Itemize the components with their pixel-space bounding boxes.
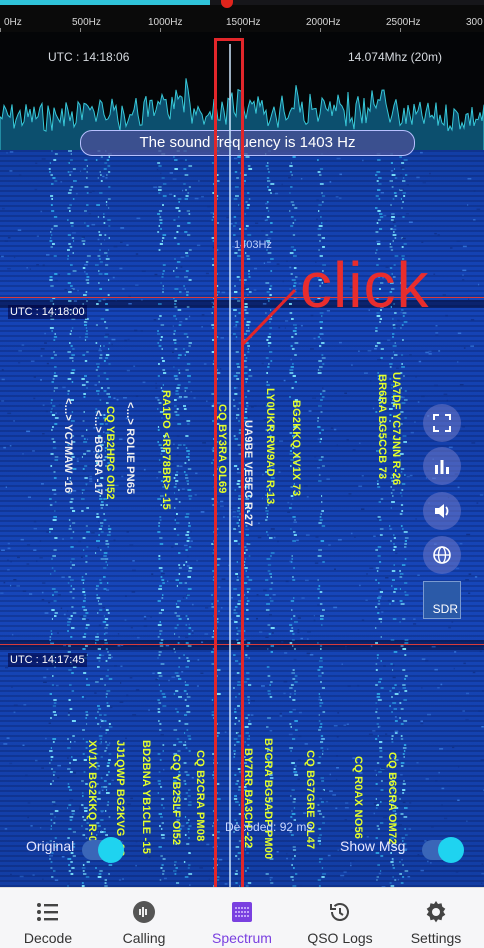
decoded-message[interactable]: RA1PO <RP78BR> -15 — [160, 390, 172, 510]
ruler-tick-label: 300 — [466, 17, 483, 28]
ruler-tick-label: 500Hz — [72, 17, 101, 28]
decoded-message[interactable]: <...> ROLIE PN65 — [124, 402, 136, 494]
bottom-navigation: Decode Calling Spectrum QSO Logs Setting… — [0, 887, 484, 948]
globe-icon[interactable] — [423, 536, 461, 574]
nav-settings[interactable]: Settings — [388, 888, 484, 948]
ruler-tick-label: 0Hz — [4, 17, 22, 28]
nav-label: Spectrum — [194, 930, 290, 946]
show-msg-toggle-label: Show Msg — [340, 838, 405, 854]
gear-icon — [423, 900, 449, 924]
nav-decode[interactable]: Decode — [0, 888, 96, 948]
history-icon — [327, 900, 353, 924]
period-utc-label: UTC : 14:17:45 — [8, 653, 87, 667]
bar-chart-icon[interactable] — [423, 447, 461, 485]
decoded-message[interactable]: CQ R0AX NO56 — [352, 756, 364, 839]
toggle-knob — [98, 837, 124, 863]
period-utc-label: UTC : 14:18:00 — [8, 305, 87, 319]
sound-frequency-banner: The sound frequency is 1403 Hz — [80, 130, 415, 156]
ruler-tick-label: 1000Hz — [148, 17, 182, 28]
calling-icon — [131, 900, 157, 924]
sdr-icon[interactable]: SDR — [423, 581, 461, 619]
frequency-offset-fill — [0, 0, 210, 5]
decoded-message[interactable]: B7CRA BG5ADP PM00 — [262, 738, 274, 859]
decoded-message[interactable]: <...> BG3RA -17 — [92, 410, 104, 495]
decoded-message[interactable]: UA7DF YC7JNN R-26 — [390, 372, 402, 485]
frequency-offset-marker[interactable] — [221, 0, 233, 8]
original-toggle[interactable] — [82, 840, 122, 860]
decoded-message[interactable]: <...> YC7MAW -16 — [62, 398, 74, 493]
ruler-tick-label: 2000Hz — [306, 17, 340, 28]
nav-spectrum[interactable]: Spectrum — [194, 888, 290, 948]
decoded-message[interactable]: BD2BNA YB1CLE -15 — [140, 740, 152, 854]
frequency-offset-bar[interactable] — [0, 0, 484, 5]
nav-label: Decode — [0, 930, 96, 946]
decoded-message[interactable]: BG2KKQ XV1X 73 — [290, 400, 302, 496]
ruler-tick-label: 1500Hz — [226, 17, 260, 28]
decoded-message[interactable]: LY0UKR RW9AD R-13 — [264, 388, 276, 504]
decoded-message[interactable]: CQ B6CRA OM72 — [386, 752, 398, 845]
fullscreen-icon[interactable] — [423, 404, 461, 442]
ruler-tick-label: 2500Hz — [386, 17, 420, 28]
nav-label: QSO Logs — [292, 930, 388, 946]
decoded-message[interactable]: CQ BG7GRE OL47 — [304, 750, 316, 849]
speaker-icon[interactable] — [423, 492, 461, 530]
spectrum-icon — [229, 900, 255, 924]
decoded-message[interactable]: CQ YB2SLF OI52 — [170, 754, 182, 845]
nav-qso-logs[interactable]: QSO Logs — [292, 888, 388, 948]
sdr-label: SDR — [433, 602, 458, 616]
decoded-message[interactable]: XV1X BG2KKQ R-08 — [86, 740, 98, 848]
spectrum-utc: UTC : 14:18:06 — [48, 50, 129, 64]
nav-calling[interactable]: Calling — [96, 888, 192, 948]
list-icon — [35, 900, 61, 924]
decoded-message[interactable]: CQ B2CRA PM08 — [194, 750, 206, 841]
decoded-message[interactable]: CQ YB2HPC OI52 — [104, 406, 116, 500]
toggle-knob — [438, 837, 464, 863]
annotation-text: click — [300, 248, 429, 322]
decoded-message[interactable]: BR6RA BG5CCB 73 — [376, 374, 388, 479]
dial-frequency: 14.074Mhz (20m) — [348, 50, 442, 64]
nav-label: Calling — [96, 930, 192, 946]
selection-highlight — [214, 38, 244, 893]
nav-label: Settings — [388, 930, 484, 946]
show-msg-toggle[interactable] — [422, 840, 462, 860]
original-toggle-label: Original — [26, 838, 74, 854]
frequency-ruler[interactable]: 0Hz 500Hz 1000Hz 1500Hz 2000Hz 2500Hz 30… — [0, 0, 484, 32]
